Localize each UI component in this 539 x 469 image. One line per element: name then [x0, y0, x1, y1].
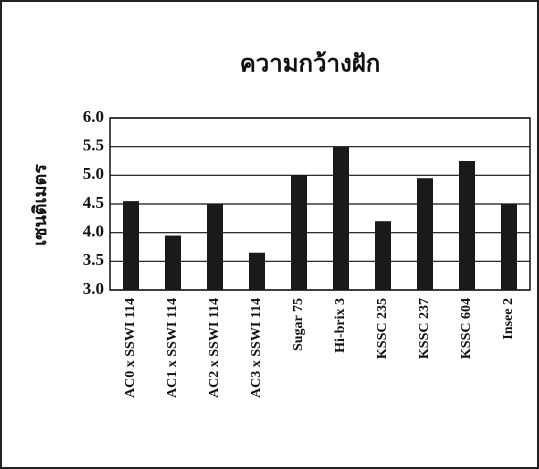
bar	[375, 221, 391, 290]
bar	[501, 204, 517, 290]
x-tick-label: KSSC 235	[375, 298, 390, 359]
x-tick-label: Sugar 75	[291, 298, 306, 351]
y-tick-label: 4.0	[83, 222, 104, 241]
y-tick-label: 3.5	[83, 250, 104, 269]
x-tick-label: AC2 x SSWI 114	[207, 298, 222, 398]
x-tick-label: AC1 x SSWI 114	[165, 298, 180, 398]
chart-title: ความกว้างฝัก	[240, 51, 381, 78]
x-tick-label: Insee 2	[501, 298, 516, 340]
x-tick-label: AC0 x SSWI 114	[123, 298, 138, 398]
y-tick-label: 5.0	[83, 164, 104, 183]
bar	[291, 175, 307, 290]
bar	[417, 178, 433, 290]
x-tick-label: AC3 x SSWI 114	[249, 298, 264, 398]
bar	[123, 201, 139, 290]
y-tick-label: 4.5	[83, 193, 104, 212]
bar	[165, 235, 181, 290]
x-tick-label: KSSC 604	[459, 298, 474, 359]
y-tick-label: 6.0	[83, 107, 104, 126]
y-tick-label: 3.0	[83, 279, 104, 298]
bar	[207, 204, 223, 290]
y-tick-label: 5.5	[83, 136, 104, 155]
x-tick-label: KSSC 237	[417, 298, 432, 359]
x-tick-label: Hi-brix 3	[333, 298, 348, 353]
y-axis-label: เซนติเมตร	[30, 164, 50, 246]
bar	[249, 252, 265, 290]
bar	[459, 161, 475, 290]
bar	[333, 146, 349, 290]
